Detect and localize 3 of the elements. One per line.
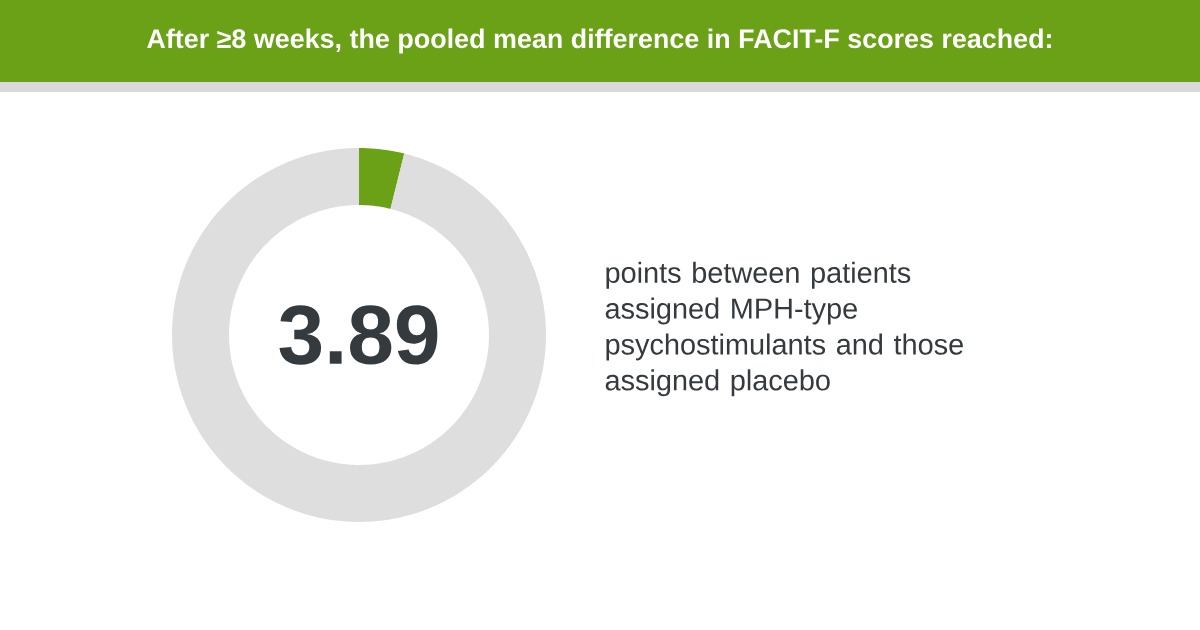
text: 3.89	[279, 305, 438, 365]
chart-title: After ≥8 weeks, the pooled mean difference in FACIT-F scores reached:	[147, 28, 1051, 54]
text: points between patients assigned MPH-type psychostimulants and those assigned placebo	[605, 261, 963, 397]
